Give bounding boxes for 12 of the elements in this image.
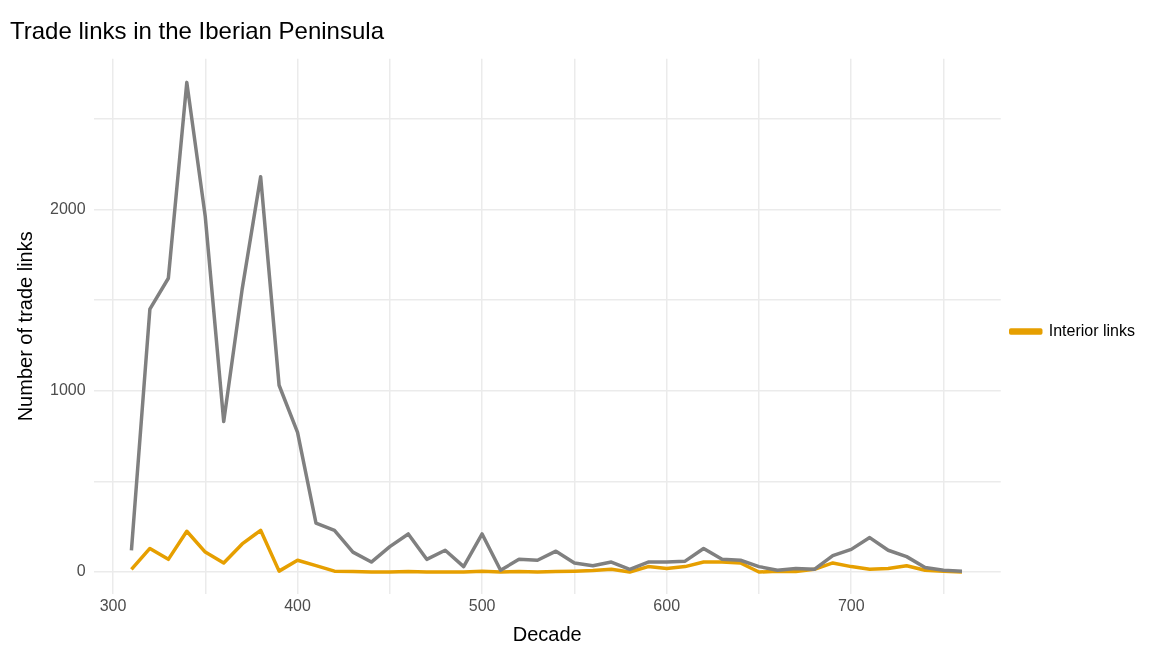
chart-title: Trade links in the Iberian Peninsula [10,17,385,45]
x-tick-label: 400 [284,596,311,614]
x-tick-label: 600 [653,596,681,614]
y-tick-label: 1000 [50,381,86,399]
y-tick-label: 2000 [50,199,86,217]
x-tick-label: 300 [99,596,127,614]
legend-label: Interior links [1048,321,1135,339]
y-tick-label: 0 [76,562,86,580]
x-axis-title: Decade [512,622,582,645]
x-tick-label: 500 [468,596,496,614]
y-axis-title: Number of trade links [13,231,36,422]
x-tick-label: 700 [837,596,865,614]
